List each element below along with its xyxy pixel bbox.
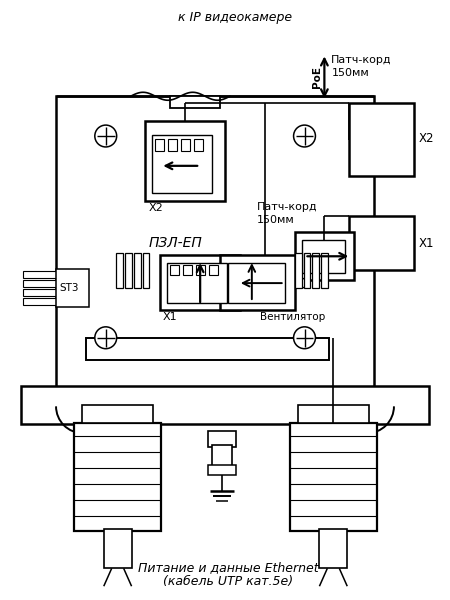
Bar [74, 423, 162, 530]
Bar [160, 255, 240, 310]
Circle shape [95, 327, 117, 349]
Bar [302, 241, 345, 273]
Bar [320, 529, 347, 568]
Circle shape [297, 278, 306, 288]
Text: к IP видеокамере: к IP видеокамере [178, 11, 292, 24]
Circle shape [95, 125, 117, 147]
Text: Питание и данные Ethernet: Питание и данные Ethernet [138, 561, 318, 574]
Bar [209, 265, 218, 275]
Bar [295, 232, 354, 280]
Bar [167, 263, 227, 303]
Bar [303, 253, 310, 288]
Text: X1: X1 [162, 312, 177, 322]
Bar [349, 215, 414, 270]
Bar [297, 406, 369, 423]
Bar [212, 445, 232, 467]
Bar [23, 280, 56, 287]
Bar [153, 135, 212, 193]
Bar [104, 529, 131, 568]
Circle shape [293, 125, 315, 147]
Bar [155, 139, 164, 151]
Bar [181, 139, 190, 151]
Text: X1: X1 [419, 237, 434, 250]
Bar [208, 465, 236, 475]
Bar [56, 96, 374, 389]
Bar [21, 386, 429, 424]
Bar [145, 121, 225, 200]
Bar [82, 406, 153, 423]
Text: ПЗЛ-ЕП: ПЗЛ-ЕП [148, 235, 202, 250]
Bar [220, 255, 295, 310]
Bar [321, 253, 328, 288]
Bar [125, 253, 131, 288]
Bar [208, 431, 236, 447]
Bar [290, 423, 377, 530]
Bar [171, 96, 220, 108]
Bar [23, 298, 56, 305]
Bar [134, 253, 140, 288]
Bar [56, 269, 89, 307]
Bar [171, 265, 179, 275]
Bar [86, 338, 329, 359]
Bar [194, 139, 203, 151]
Bar [196, 265, 205, 275]
Text: Патч-корд
150мм: Патч-корд 150мм [331, 55, 392, 77]
Bar [168, 139, 177, 151]
Bar [23, 271, 56, 278]
Text: Вентилятор: Вентилятор [260, 312, 325, 322]
Bar [228, 263, 285, 303]
Circle shape [293, 327, 315, 349]
Bar [183, 265, 192, 275]
Text: ST3: ST3 [59, 283, 79, 293]
Text: X2: X2 [148, 203, 163, 212]
Bar [23, 289, 56, 296]
Text: (кабель UTP кат.5e): (кабель UTP кат.5e) [163, 575, 293, 588]
Bar [143, 253, 149, 288]
Text: X2: X2 [419, 133, 434, 145]
Bar [349, 103, 414, 176]
Text: PoE: PoE [312, 67, 323, 88]
Text: Патч-корд
150мм: Патч-корд 150мм [257, 202, 317, 225]
Bar [312, 253, 319, 288]
Bar [295, 253, 302, 288]
Bar [116, 253, 123, 288]
